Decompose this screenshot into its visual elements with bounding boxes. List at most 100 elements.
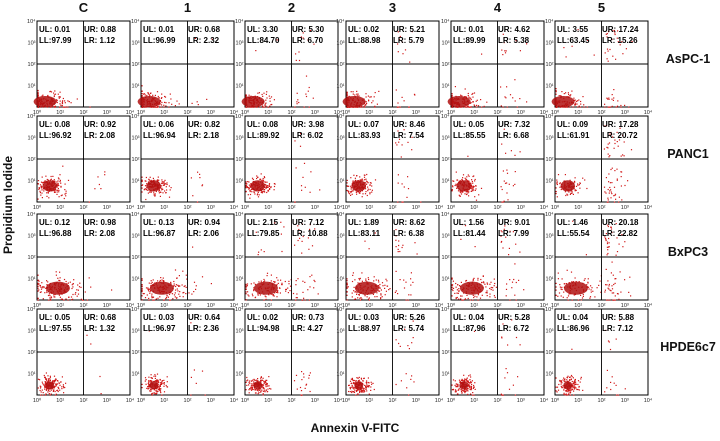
- event-point: [50, 106, 52, 108]
- event-point: [150, 191, 152, 193]
- event-point: [164, 95, 166, 98]
- event-point: [561, 278, 563, 280]
- event-point: [71, 284, 73, 286]
- event-point: [368, 382, 370, 384]
- event-point: [179, 291, 181, 293]
- event-point: [477, 105, 480, 107]
- event-point: [472, 101, 474, 103]
- event-point: [481, 53, 483, 55]
- event-point: [265, 102, 267, 104]
- event-point: [615, 58, 617, 60]
- event-point: [352, 379, 354, 382]
- event-point: [368, 278, 370, 281]
- event-point: [605, 177, 607, 179]
- event-point: [245, 291, 247, 293]
- event-point: [367, 188, 369, 190]
- event-point: [401, 144, 403, 146]
- event-point: [59, 277, 61, 279]
- event-point: [466, 380, 468, 383]
- event-point: [310, 171, 312, 173]
- event-point: [354, 291, 356, 293]
- event-point: [182, 296, 184, 298]
- event-point: [564, 191, 566, 193]
- x-tick-label: 10²: [389, 205, 397, 211]
- event-point: [47, 391, 49, 393]
- event-point: [59, 384, 61, 386]
- event-point: [606, 97, 608, 99]
- event-point: [153, 192, 155, 194]
- event-point: [309, 29, 312, 32]
- event-point: [351, 377, 353, 379]
- x-tick-label: 10³: [103, 205, 111, 211]
- event-point: [458, 194, 460, 196]
- event-point: [470, 182, 472, 184]
- event-point: [245, 288, 247, 290]
- event-point: [45, 175, 47, 177]
- event-point: [501, 240, 503, 243]
- event-point: [254, 193, 256, 195]
- ur-value: UR: 4.62: [498, 25, 531, 34]
- event-point: [607, 299, 609, 301]
- event-point: [56, 191, 58, 193]
- event-point: [514, 171, 516, 173]
- ul-value: UL: 1.46: [557, 218, 589, 227]
- event-point: [251, 191, 253, 193]
- event-point: [461, 95, 463, 97]
- event-point: [297, 99, 299, 101]
- event-point: [514, 79, 516, 81]
- event-point: [372, 100, 374, 102]
- ll-value: LL:96.97: [143, 324, 176, 333]
- event-point: [249, 388, 252, 390]
- event-point: [166, 381, 168, 383]
- event-point: [142, 93, 145, 95]
- y-tick-label: 10⁴: [336, 18, 345, 25]
- event-point: [141, 288, 143, 290]
- event-point: [503, 180, 505, 182]
- event-point: [504, 225, 506, 227]
- x-tick-label: 10²: [494, 398, 502, 404]
- event-point: [269, 100, 271, 102]
- event-point: [395, 229, 397, 231]
- ll-value: LL:83.11: [348, 229, 381, 238]
- event-point: [248, 392, 250, 394]
- x-tick-label: 10²: [389, 398, 397, 404]
- event-point: [516, 106, 518, 108]
- event-point: [56, 99, 58, 102]
- event-point: [37, 106, 39, 108]
- event-point: [474, 196, 476, 198]
- event-point: [403, 100, 405, 102]
- event-point: [501, 49, 503, 51]
- ul-value: UL: 0.08: [247, 120, 279, 129]
- event-point: [382, 285, 384, 287]
- event-point: [502, 170, 504, 172]
- event-point: [65, 190, 67, 192]
- ur-value: UR: 0.68: [188, 25, 221, 34]
- event-point: [519, 151, 521, 153]
- event-point: [261, 179, 263, 181]
- event-point: [45, 389, 47, 391]
- event-point: [481, 281, 483, 283]
- event-point: [470, 381, 472, 383]
- event-point: [407, 141, 409, 143]
- event-point: [149, 291, 151, 293]
- event-point: [274, 292, 276, 294]
- event-point: [555, 88, 557, 90]
- y-tick-label: 10⁴: [545, 211, 554, 218]
- event-point: [451, 389, 454, 391]
- event-point: [245, 381, 247, 383]
- event-point: [408, 348, 410, 350]
- event-point: [463, 380, 465, 382]
- event-point: [263, 176, 265, 178]
- event-point: [100, 393, 102, 395]
- event-point: [148, 94, 150, 96]
- event-point: [573, 385, 575, 387]
- event-point: [48, 393, 50, 395]
- event-point: [260, 379, 262, 381]
- event-point: [193, 281, 196, 283]
- x-tick-label: 10⁴: [644, 302, 653, 309]
- event-point: [257, 390, 259, 392]
- event-point: [37, 297, 39, 299]
